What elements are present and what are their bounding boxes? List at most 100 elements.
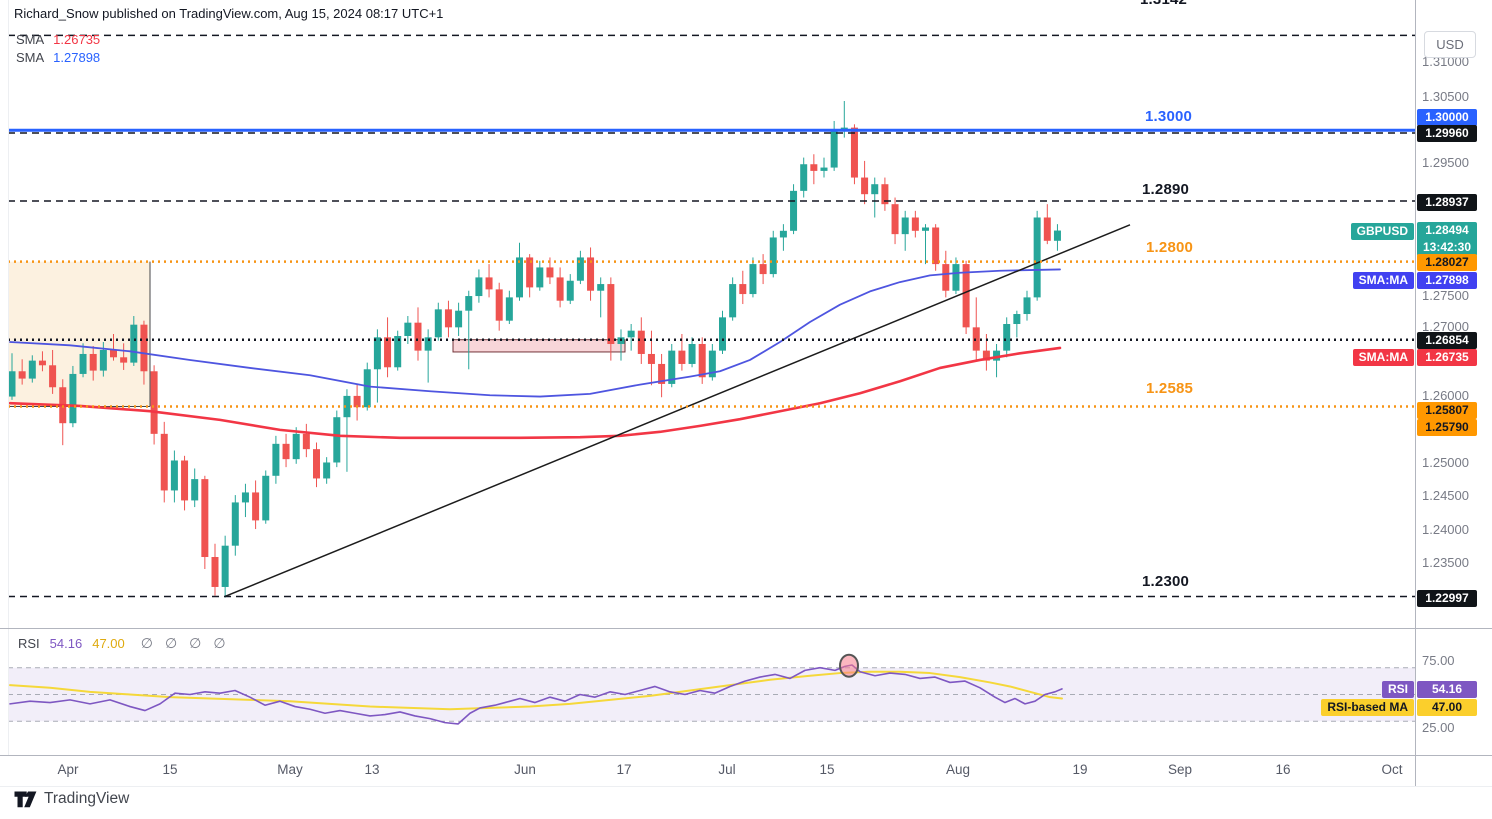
sma-fast-line bbox=[9, 268, 1061, 398]
candle-body bbox=[962, 264, 970, 328]
time-label: 13 bbox=[364, 762, 380, 777]
trendline[interactable] bbox=[224, 224, 1131, 598]
candle-body bbox=[790, 190, 798, 231]
time-label: 16 bbox=[1275, 762, 1291, 777]
candle-body bbox=[89, 353, 97, 371]
empty-value-icon: ∅ bbox=[164, 635, 178, 651]
price-tick: 1.26000 bbox=[1422, 388, 1469, 403]
candle-body bbox=[526, 257, 534, 288]
time-label: Jun bbox=[514, 762, 536, 777]
candle-body bbox=[444, 309, 452, 328]
rsi-ma-value: 47.00 bbox=[92, 636, 125, 651]
candle-body bbox=[434, 309, 442, 338]
candle-body bbox=[688, 343, 696, 364]
series-label: SMA:MA bbox=[1352, 348, 1414, 366]
time-label: 15 bbox=[162, 762, 178, 777]
price-tick: 1.23500 bbox=[1422, 555, 1469, 570]
candle-body bbox=[911, 217, 919, 231]
candle-body bbox=[597, 284, 605, 291]
candle-body bbox=[231, 502, 239, 546]
candle-body bbox=[404, 322, 412, 336]
candle-body bbox=[982, 350, 990, 361]
rsi-label: RSI bbox=[18, 636, 40, 651]
time-label: 17 bbox=[616, 762, 632, 777]
price-badge: 1.28937 bbox=[1417, 193, 1477, 211]
candle-body bbox=[861, 177, 869, 195]
candle-body bbox=[313, 449, 320, 479]
time-label: 15 bbox=[819, 762, 835, 777]
candle-body bbox=[546, 267, 554, 278]
tradingview-logo-icon bbox=[14, 791, 37, 807]
rsi-empty-slots: ∅ ∅ ∅ ∅ bbox=[141, 635, 226, 652]
candle-body bbox=[637, 330, 645, 354]
candle-body bbox=[211, 557, 219, 587]
candle-body bbox=[38, 360, 46, 366]
candle-body bbox=[739, 284, 747, 295]
brand-name: TradingView bbox=[44, 790, 130, 807]
candle-body bbox=[241, 492, 249, 503]
candle-body bbox=[769, 237, 777, 275]
price-tick: 1.29500 bbox=[1422, 155, 1469, 170]
candle-body bbox=[972, 327, 980, 351]
candle-body bbox=[302, 433, 310, 450]
candle-body bbox=[779, 230, 787, 238]
time-label: Sep bbox=[1167, 762, 1193, 777]
candle-body bbox=[130, 324, 138, 363]
price-tick: 75.00 bbox=[1422, 653, 1455, 668]
candle-body bbox=[99, 349, 107, 371]
level-label: 1.2585 bbox=[1146, 380, 1194, 397]
empty-value-icon: ∅ bbox=[213, 635, 226, 651]
level-label: 1.2800 bbox=[1146, 239, 1194, 256]
candle-body bbox=[830, 130, 838, 168]
candle-body bbox=[292, 433, 300, 460]
candle-body bbox=[353, 395, 361, 408]
candle-body bbox=[170, 460, 178, 491]
footer[interactable]: TradingView bbox=[14, 790, 129, 808]
time-label: Apr bbox=[57, 762, 79, 777]
time-label: Jul bbox=[718, 762, 736, 777]
rsi-legend[interactable]: RSI 54.16 47.00 ∅ ∅ ∅ ∅ bbox=[18, 635, 226, 652]
sma-legend-row-1[interactable]: SMA 1.26735 bbox=[16, 30, 100, 48]
candle-body bbox=[1003, 324, 1011, 351]
price-tick: 1.27000 bbox=[1422, 319, 1469, 334]
candle-body bbox=[1023, 297, 1031, 315]
rsi-value: 54.16 bbox=[49, 636, 83, 651]
price-tick: 1.25000 bbox=[1422, 455, 1469, 470]
time-label: Aug bbox=[945, 762, 971, 777]
candle-body bbox=[181, 460, 189, 501]
candle-body bbox=[698, 343, 706, 378]
price-badge: 1.25807 bbox=[1417, 401, 1477, 419]
candle-body bbox=[536, 267, 544, 288]
candle-body bbox=[881, 184, 889, 205]
candle-body bbox=[221, 545, 229, 587]
candle-body bbox=[566, 280, 574, 301]
price-tick: 1.24500 bbox=[1422, 488, 1469, 503]
empty-value-icon: ∅ bbox=[189, 635, 202, 651]
price-tick: 1.24000 bbox=[1422, 522, 1469, 537]
currency-toggle-button[interactable]: USD bbox=[1424, 31, 1476, 58]
rsi-circle-marker[interactable] bbox=[839, 653, 859, 678]
candle-body bbox=[333, 417, 341, 463]
sma-value: 1.26735 bbox=[53, 31, 101, 47]
candle-body bbox=[1013, 314, 1021, 325]
sma-legend-row-2[interactable]: SMA 1.27898 bbox=[16, 48, 100, 66]
candle-body bbox=[28, 360, 36, 379]
candle-body bbox=[607, 284, 615, 344]
candle-body bbox=[516, 257, 523, 298]
price-badge: 1.30000 bbox=[1417, 108, 1477, 126]
empty-value-icon: ∅ bbox=[140, 635, 153, 651]
drawing-box bbox=[452, 339, 626, 353]
candle-body bbox=[120, 357, 128, 363]
candle-body bbox=[576, 257, 584, 281]
sma-slow-line bbox=[8, 346, 1062, 440]
level-label: 1.3142 bbox=[1140, 0, 1187, 8]
candle-body bbox=[18, 371, 26, 379]
series-label: RSI-based MA bbox=[1321, 698, 1414, 716]
price-badge: 1.27898 bbox=[1417, 271, 1477, 289]
candle-body bbox=[719, 317, 726, 351]
candle-body bbox=[455, 310, 463, 328]
price-tick: 25.00 bbox=[1422, 720, 1455, 735]
price-badge: 1.26854 bbox=[1417, 331, 1477, 349]
